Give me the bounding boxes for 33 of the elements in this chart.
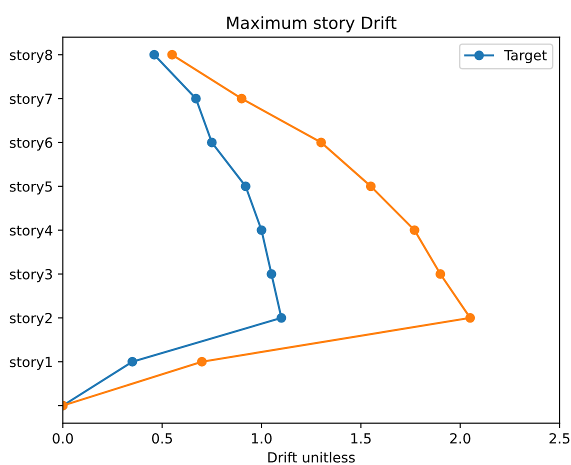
x-tick-label: 1.0 — [252, 433, 272, 444]
point — [167, 50, 177, 60]
chart-title: Maximum story Drift — [227, 16, 396, 32]
point — [366, 181, 376, 192]
point — [316, 138, 326, 148]
point — [191, 94, 201, 104]
point — [127, 356, 138, 367]
y-tick-label: story2 — [10, 312, 52, 326]
y-tick-label: story3 — [10, 269, 52, 282]
y-tick-label: story7 — [10, 94, 52, 107]
y-tick-label: story4 — [10, 225, 52, 238]
point — [465, 313, 476, 323]
x-tick-label: 2.0 — [450, 433, 470, 444]
y-tick-label: story6 — [10, 137, 52, 151]
point — [206, 138, 217, 148]
x-tick-label: 1.5 — [351, 433, 371, 444]
point — [266, 269, 276, 279]
y-tick-label: story5 — [10, 181, 52, 194]
x-tick-label: 2.5 — [550, 433, 570, 444]
x-tick-label: 0.0 — [52, 433, 73, 444]
x-axis-title: Drift unitless — [268, 452, 355, 463]
point — [236, 94, 247, 104]
y-tick-label: story8 — [10, 50, 52, 63]
point — [240, 181, 250, 192]
x-tick-label: 0.5 — [152, 433, 172, 444]
y-tick-label: story1 — [10, 356, 52, 370]
point — [197, 356, 207, 367]
point — [149, 50, 160, 60]
point — [410, 225, 420, 236]
point — [256, 225, 266, 236]
point — [435, 269, 446, 279]
legend-label: Target — [504, 50, 547, 64]
point — [276, 313, 286, 323]
